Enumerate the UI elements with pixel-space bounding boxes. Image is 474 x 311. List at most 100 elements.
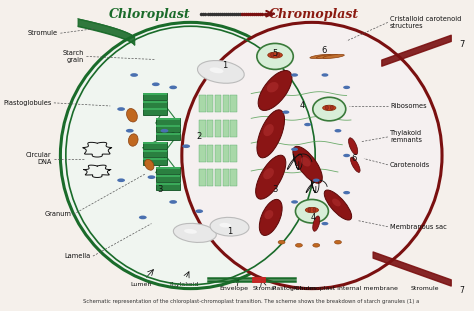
Ellipse shape — [195, 209, 203, 213]
Ellipse shape — [259, 199, 282, 235]
Ellipse shape — [301, 157, 310, 166]
Text: Chloroplast: Chloroplast — [109, 8, 190, 21]
Text: 1: 1 — [223, 61, 228, 70]
Ellipse shape — [169, 200, 177, 204]
Ellipse shape — [264, 124, 274, 136]
Ellipse shape — [117, 179, 125, 182]
Bar — [156, 133, 180, 140]
Bar — [215, 95, 221, 112]
Ellipse shape — [325, 106, 328, 110]
Ellipse shape — [257, 110, 284, 158]
Text: Circular
DNA: Circular DNA — [26, 152, 52, 165]
Text: Stromule: Stromule — [410, 286, 439, 291]
Text: Lamella: Lamella — [64, 253, 91, 259]
Text: 6: 6 — [321, 46, 327, 55]
Ellipse shape — [126, 129, 134, 132]
Bar — [143, 93, 167, 100]
Bar — [143, 93, 167, 95]
Ellipse shape — [343, 154, 350, 157]
Bar — [143, 142, 167, 144]
Ellipse shape — [330, 106, 333, 110]
Bar — [215, 120, 221, 137]
Bar — [156, 175, 180, 182]
Bar — [143, 150, 167, 157]
Bar — [143, 158, 167, 165]
Text: Stroma: Stroma — [253, 285, 275, 290]
Text: Chromoplast: Chromoplast — [269, 8, 359, 21]
Bar — [215, 169, 221, 187]
Bar — [156, 118, 180, 124]
Ellipse shape — [295, 244, 302, 247]
Bar — [207, 169, 213, 187]
Text: 3: 3 — [157, 185, 163, 194]
Bar — [207, 120, 213, 137]
Text: 6: 6 — [351, 154, 356, 163]
Ellipse shape — [310, 54, 331, 58]
Ellipse shape — [198, 61, 244, 83]
Text: Schematic representation of the chloroplast-chromoplast transition. The scheme s: Schematic representation of the chloropl… — [83, 299, 419, 304]
Text: Stromule: Stromule — [28, 30, 58, 36]
Ellipse shape — [313, 216, 320, 231]
Ellipse shape — [317, 54, 338, 58]
Text: 1: 1 — [227, 227, 232, 236]
Ellipse shape — [184, 229, 197, 234]
Bar — [215, 145, 221, 162]
Ellipse shape — [348, 138, 358, 155]
Ellipse shape — [324, 190, 352, 220]
Ellipse shape — [219, 223, 231, 228]
Bar — [143, 109, 167, 115]
Ellipse shape — [313, 97, 346, 121]
Text: 7: 7 — [459, 39, 464, 49]
Bar — [143, 101, 167, 103]
Bar — [230, 95, 237, 112]
Ellipse shape — [267, 82, 279, 92]
Bar — [230, 145, 237, 162]
Bar — [199, 145, 206, 162]
Bar — [143, 109, 167, 110]
Bar — [143, 150, 167, 152]
Ellipse shape — [295, 199, 328, 223]
Bar — [223, 145, 229, 162]
Ellipse shape — [182, 144, 190, 148]
Text: Granum: Granum — [45, 211, 71, 217]
Ellipse shape — [268, 52, 283, 58]
Ellipse shape — [304, 123, 311, 126]
Ellipse shape — [60, 22, 320, 289]
Text: Thylakoid
remnants: Thylakoid remnants — [390, 130, 422, 143]
Text: Carotenoids: Carotenoids — [390, 162, 430, 168]
Text: Envelope: Envelope — [219, 285, 248, 290]
Ellipse shape — [308, 208, 311, 212]
Bar — [230, 120, 237, 137]
Bar — [207, 145, 213, 162]
Ellipse shape — [128, 134, 138, 146]
Text: Starch
grain: Starch grain — [63, 50, 84, 63]
Ellipse shape — [117, 107, 125, 111]
Text: 4: 4 — [300, 101, 305, 110]
Bar — [230, 169, 237, 187]
Bar — [207, 95, 213, 112]
Ellipse shape — [173, 223, 216, 243]
Text: 3: 3 — [273, 185, 278, 194]
Ellipse shape — [130, 73, 138, 77]
Ellipse shape — [313, 208, 316, 212]
Bar — [156, 167, 180, 174]
Ellipse shape — [332, 199, 341, 207]
Ellipse shape — [210, 217, 249, 236]
Ellipse shape — [343, 86, 350, 89]
Bar — [156, 175, 180, 177]
Ellipse shape — [335, 129, 341, 132]
Ellipse shape — [321, 222, 328, 225]
Text: Membranous sac: Membranous sac — [390, 224, 447, 230]
Ellipse shape — [257, 44, 293, 69]
Bar — [156, 183, 180, 185]
Bar — [223, 120, 229, 137]
Ellipse shape — [291, 148, 298, 151]
Ellipse shape — [323, 54, 344, 58]
Ellipse shape — [291, 73, 298, 77]
Ellipse shape — [152, 82, 160, 86]
Bar — [156, 167, 180, 169]
Ellipse shape — [323, 105, 336, 110]
Ellipse shape — [293, 146, 322, 183]
Bar — [199, 120, 206, 137]
Ellipse shape — [276, 53, 280, 57]
